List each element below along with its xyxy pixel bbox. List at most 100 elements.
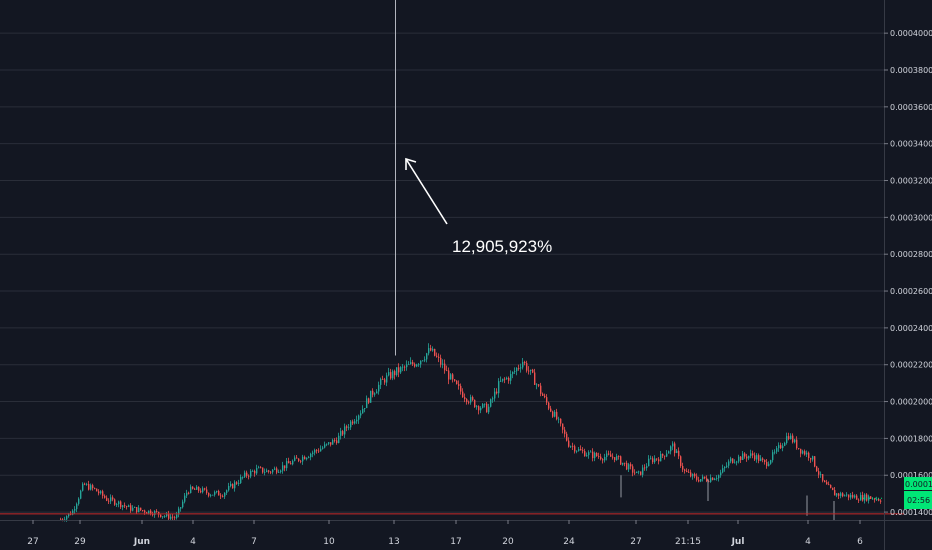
candle-body[interactable]: [150, 510, 152, 515]
candle-body[interactable]: [608, 453, 610, 455]
candle-body[interactable]: [378, 384, 380, 392]
candle-body[interactable]: [132, 507, 134, 511]
candle-body[interactable]: [500, 380, 502, 382]
candle-body[interactable]: [434, 348, 436, 356]
candle-body[interactable]: [138, 507, 140, 513]
candle-body[interactable]: [724, 466, 726, 469]
candle-body[interactable]: [810, 458, 812, 460]
candle-body[interactable]: [870, 496, 872, 499]
candle-body[interactable]: [736, 461, 738, 463]
candle-body[interactable]: [116, 504, 118, 505]
candle-body[interactable]: [852, 495, 854, 498]
candle-body[interactable]: [136, 507, 138, 513]
candle-body[interactable]: [586, 455, 588, 457]
candle-body[interactable]: [658, 459, 660, 462]
annotation-label[interactable]: 12,905,923%: [452, 237, 552, 256]
candle-body[interactable]: [88, 483, 90, 490]
candle-body[interactable]: [498, 381, 500, 394]
candle-body[interactable]: [606, 453, 608, 457]
candle-body[interactable]: [124, 505, 126, 507]
candle-body[interactable]: [418, 364, 420, 366]
candle-body[interactable]: [756, 455, 758, 460]
candle-body[interactable]: [714, 478, 716, 481]
candle-body[interactable]: [402, 366, 404, 368]
candle-body[interactable]: [240, 477, 242, 484]
candle-body[interactable]: [834, 490, 836, 496]
candle-body[interactable]: [238, 483, 240, 484]
candle-body[interactable]: [362, 408, 364, 414]
candle-body[interactable]: [420, 360, 422, 365]
candle-body[interactable]: [380, 379, 382, 385]
candle-body[interactable]: [696, 476, 698, 480]
candle-body[interactable]: [648, 458, 650, 467]
candle-body[interactable]: [874, 498, 876, 500]
candle-body[interactable]: [784, 442, 786, 446]
candle-body[interactable]: [794, 439, 796, 443]
candle-body[interactable]: [672, 443, 674, 447]
candle-body[interactable]: [248, 475, 250, 477]
candle-body[interactable]: [514, 371, 516, 372]
candle-body[interactable]: [840, 493, 842, 496]
candle-body[interactable]: [108, 500, 110, 502]
candle-body[interactable]: [462, 391, 464, 398]
candle-body[interactable]: [106, 497, 108, 501]
candle-body[interactable]: [820, 474, 822, 475]
candle-body[interactable]: [860, 494, 862, 501]
candle-body[interactable]: [838, 493, 840, 496]
candle-body[interactable]: [300, 460, 302, 462]
candle-body[interactable]: [220, 495, 222, 497]
candle-body[interactable]: [424, 359, 426, 361]
candle-body[interactable]: [526, 363, 528, 371]
candle-body[interactable]: [230, 484, 232, 487]
candle-body[interactable]: [354, 421, 356, 424]
candle-body[interactable]: [66, 516, 68, 520]
candle-body[interactable]: [264, 472, 266, 473]
candle-body[interactable]: [600, 456, 602, 460]
candle-body[interactable]: [404, 366, 406, 368]
candle-body[interactable]: [576, 450, 578, 452]
candle-body[interactable]: [704, 476, 706, 479]
candle-body[interactable]: [186, 492, 188, 496]
candle-body[interactable]: [290, 463, 292, 465]
candle-body[interactable]: [282, 465, 284, 471]
candle-body[interactable]: [686, 470, 688, 472]
candle-body[interactable]: [368, 398, 370, 403]
candle-body[interactable]: [376, 391, 378, 394]
candle-body[interactable]: [826, 482, 828, 485]
candle-body[interactable]: [814, 456, 816, 467]
candle-body[interactable]: [366, 398, 368, 409]
candle-body[interactable]: [778, 445, 780, 449]
candle-body[interactable]: [492, 398, 494, 400]
candle-body[interactable]: [796, 439, 798, 449]
candle-body[interactable]: [192, 486, 194, 489]
candle-body[interactable]: [174, 517, 176, 519]
candle-body[interactable]: [710, 477, 712, 482]
candle-body[interactable]: [210, 495, 212, 497]
candle-body[interactable]: [712, 477, 714, 481]
candle-body[interactable]: [158, 511, 160, 515]
candle-body[interactable]: [292, 460, 294, 465]
candle-body[interactable]: [148, 510, 150, 514]
candle-body[interactable]: [532, 369, 534, 373]
candle-body[interactable]: [482, 403, 484, 408]
candle-body[interactable]: [392, 371, 394, 379]
candle-body[interactable]: [180, 507, 182, 509]
candle-body[interactable]: [644, 467, 646, 469]
candle-body[interactable]: [768, 463, 770, 467]
candle-body[interactable]: [344, 426, 346, 435]
candle-body[interactable]: [144, 510, 146, 513]
candle-body[interactable]: [718, 475, 720, 479]
candle-body[interactable]: [232, 484, 234, 489]
candle-body[interactable]: [664, 455, 666, 457]
candle-body[interactable]: [468, 401, 470, 403]
candle-body[interactable]: [858, 499, 860, 501]
candle-body[interactable]: [568, 440, 570, 447]
candle-body[interactable]: [62, 519, 64, 521]
candle-body[interactable]: [670, 446, 672, 452]
candle-body[interactable]: [604, 456, 606, 461]
candle-body[interactable]: [384, 379, 386, 383]
candle-body[interactable]: [202, 488, 204, 493]
candle-body[interactable]: [862, 494, 864, 501]
candle-body[interactable]: [666, 453, 668, 457]
